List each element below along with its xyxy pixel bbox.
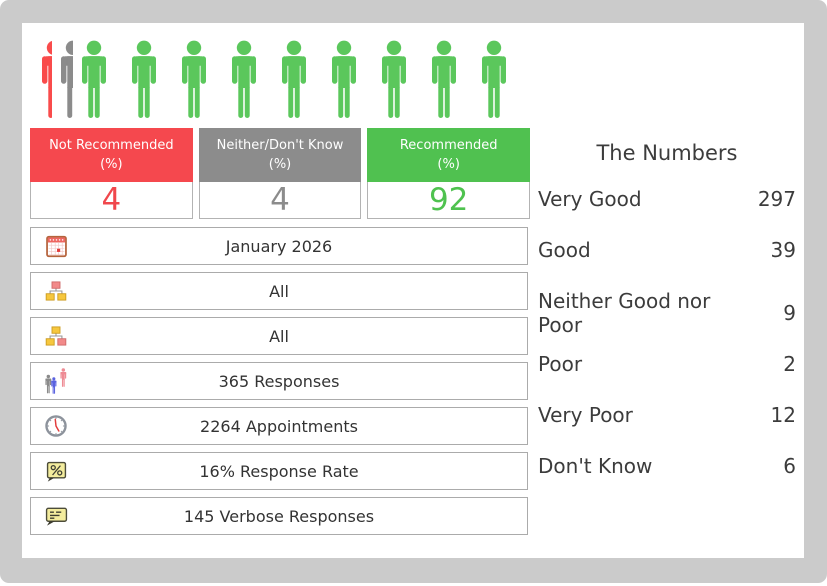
org-chart-alt-icon xyxy=(44,323,68,349)
stat-box-neither: Neither/Don't Know (%) 4 xyxy=(198,128,362,219)
appointments-value: 2264 Appointments xyxy=(200,416,358,436)
info-rows: January 2026 All xyxy=(30,227,528,542)
appointments-row[interactable]: 2264 Appointments xyxy=(30,407,528,445)
stat-title-line1: Not Recommended xyxy=(49,138,174,153)
person-icon-green xyxy=(276,40,312,118)
number-label: Don't Know xyxy=(538,454,653,478)
person-icon-gray xyxy=(55,40,73,118)
number-value: 9 xyxy=(783,301,796,325)
filter-row-team[interactable]: All xyxy=(30,317,528,355)
number-label: Poor xyxy=(538,352,583,376)
number-row-very-poor: Very Poor 12 xyxy=(538,403,796,427)
filter-org-value: All xyxy=(269,281,289,301)
person-icon-green xyxy=(476,40,512,118)
person-icon-green xyxy=(126,40,162,118)
clock-icon xyxy=(44,413,68,439)
verbose-responses-row[interactable]: 145 Verbose Responses xyxy=(30,497,528,535)
filter-row-month[interactable]: January 2026 xyxy=(30,227,528,265)
number-value: 6 xyxy=(783,454,796,478)
number-label: Neither Good nor Poor xyxy=(538,289,711,337)
number-row-very-good: Very Good 297 xyxy=(538,187,796,211)
person-icon-green xyxy=(76,40,112,118)
stat-box-title: Neither/Don't Know (%) xyxy=(198,128,362,182)
stat-title-line1: Neither/Don't Know xyxy=(216,138,344,153)
people-pictogram xyxy=(36,40,512,118)
stat-title-line2: (%) xyxy=(437,157,460,172)
calendar-icon xyxy=(44,233,68,259)
stat-title-line2: (%) xyxy=(268,157,292,172)
people-icon xyxy=(44,368,68,394)
person-icon-green xyxy=(426,40,462,118)
number-row-neither: Neither Good nor Poor 9 xyxy=(538,289,796,337)
stat-value-neither: 4 xyxy=(198,182,362,219)
stat-box-not-recommended: Not Recommended (%) 4 xyxy=(30,128,193,219)
person-icon-green xyxy=(376,40,412,118)
responses-row[interactable]: 365 Responses xyxy=(30,362,528,400)
number-value: 2 xyxy=(783,352,796,376)
dashboard-panel: Not Recommended (%) 4 Neither/Don't Know… xyxy=(22,23,804,558)
numbers-title: The Numbers xyxy=(596,141,738,165)
response-rate-value: 16% Response Rate xyxy=(199,461,359,481)
org-chart-icon xyxy=(44,278,68,304)
verbose-responses-value: 145 Verbose Responses xyxy=(183,506,375,526)
comment-icon xyxy=(44,503,68,529)
percent-bubble-icon xyxy=(44,458,68,484)
the-numbers-section: The Numbers Very Good 297 Good 39 Neithe… xyxy=(538,141,796,505)
stat-title-line2: (%) xyxy=(100,157,123,172)
person-icon-green xyxy=(176,40,212,118)
person-icon-green xyxy=(226,40,262,118)
stat-value-not-recommended: 4 xyxy=(30,182,193,219)
stat-box-title: Not Recommended (%) xyxy=(30,128,193,182)
person-icon-red xyxy=(36,40,52,118)
stat-box-title: Recommended (%) xyxy=(367,128,531,182)
response-rate-row[interactable]: 16% Response Rate xyxy=(30,452,528,490)
number-row-good: Good 39 xyxy=(538,238,796,262)
filter-month-value: January 2026 xyxy=(225,236,333,256)
responses-value: 365 Responses xyxy=(218,371,340,391)
number-label: Good xyxy=(538,238,591,262)
number-row-dont-know: Don't Know 6 xyxy=(538,454,796,478)
number-value: 39 xyxy=(770,238,796,262)
number-value: 297 xyxy=(757,187,796,211)
stat-title-line1: Recommended xyxy=(399,138,498,153)
stat-value-recommended: 92 xyxy=(367,182,531,219)
person-icon-green xyxy=(326,40,362,118)
stat-box-recommended: Recommended (%) 92 xyxy=(367,128,531,219)
number-label: Very Good xyxy=(538,187,642,211)
number-label: Very Poor xyxy=(538,403,633,427)
filter-row-org[interactable]: All xyxy=(30,272,528,310)
number-row-poor: Poor 2 xyxy=(538,352,796,376)
stat-boxes: Not Recommended (%) 4 Neither/Don't Know… xyxy=(30,128,531,219)
number-value: 12 xyxy=(770,403,796,427)
filter-team-value: All xyxy=(269,326,289,346)
